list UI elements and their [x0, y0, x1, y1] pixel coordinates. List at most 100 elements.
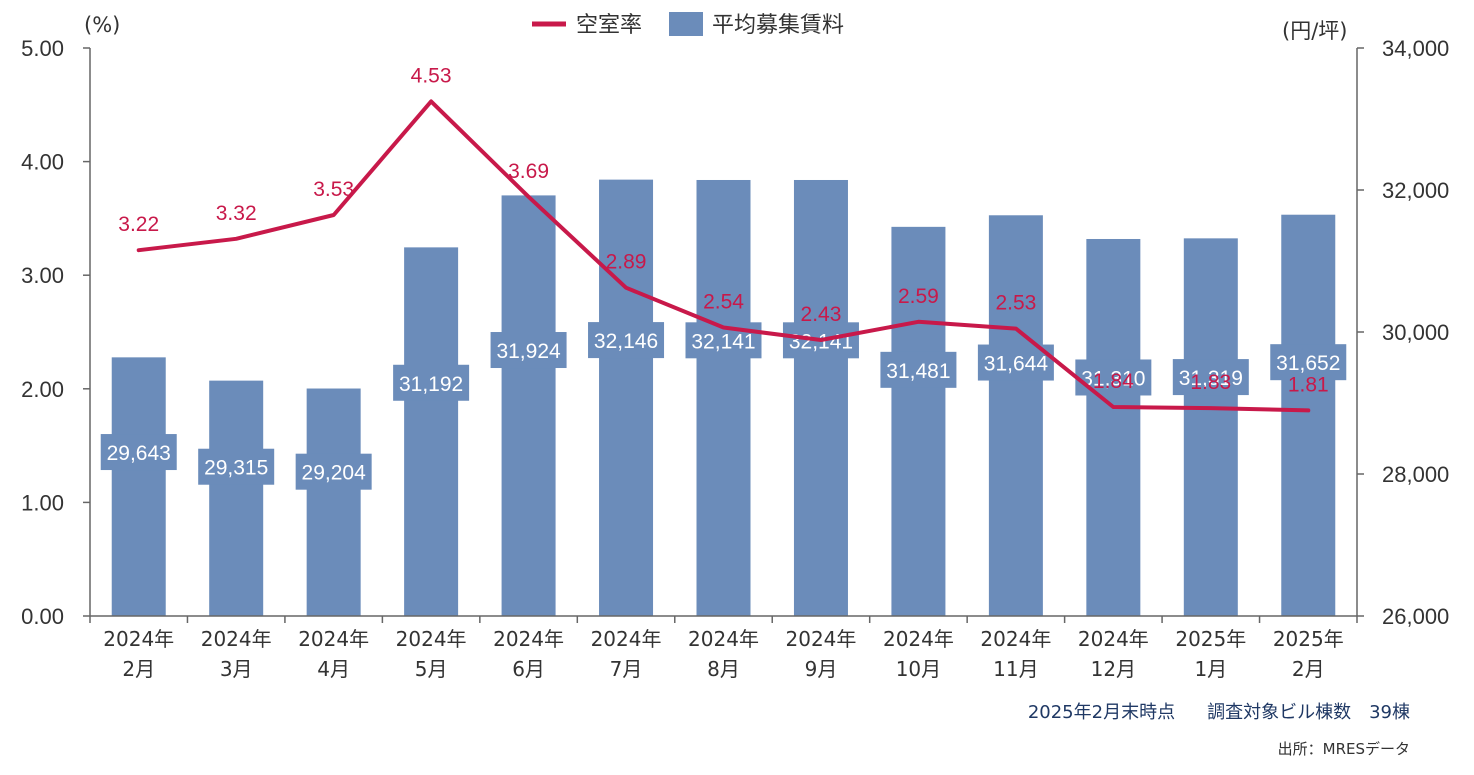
rent-label: 29,204	[295, 453, 372, 490]
x-category-year: 2025年	[1273, 627, 1344, 651]
rent-bar	[306, 388, 361, 616]
right-tick-label: 34,000	[1382, 36, 1449, 61]
vacancy-rate-line	[136, 99, 1311, 413]
vacancy-value-label: 3.32	[216, 202, 257, 225]
rent-bar	[1086, 238, 1141, 617]
left-tick-label: 0.00	[21, 604, 64, 629]
vacancy-value-label: 3.22	[118, 213, 159, 236]
axes-group: 0.00 1.00 2.00 3.00 4.00 5.00 26,000 28,000 30,0…	[21, 36, 1449, 629]
x-category-month: 2月	[122, 657, 155, 681]
vacancy-value-label: 2.89	[606, 251, 647, 274]
right-axis-unit: (円/坪)	[1282, 19, 1347, 43]
legend-label-rent: 平均募集賃料	[712, 13, 844, 38]
rent-bar	[793, 179, 848, 616]
vacancy-value-label: 4.53	[411, 64, 452, 87]
vacancy-labels-group: 3.22 3.32 3.53 4.53 3.69 2.89 2.54 2.43 2.59 2.53…	[118, 64, 1328, 396]
survey-note: 2025年2月末時点 調査対象ビル棟数 39棟	[1028, 698, 1410, 724]
rent-label: 31,652	[1270, 344, 1347, 381]
x-category-year: 2024年	[396, 627, 467, 651]
rent-label-bg	[1270, 344, 1347, 381]
x-category-year: 2024年	[1078, 627, 1149, 651]
rent-value-label: 32,141	[691, 330, 755, 353]
x-category-month: 7月	[610, 657, 643, 681]
x-category-month: 11月	[993, 657, 1038, 681]
rent-label-bg	[880, 351, 957, 388]
x-category-month: 6月	[512, 657, 545, 681]
vacancy-value-label: 3.53	[313, 178, 354, 201]
x-axis-labels-group: 2024年 2月 2024年 3月 2024年 4月 2024年 5月 2024年 6月 2024年…	[103, 627, 1343, 681]
rent-label-bg	[198, 448, 275, 485]
left-tick-label: 5.00	[21, 36, 64, 61]
x-category-year: 2024年	[883, 627, 954, 651]
right-tick-label: 32,000	[1382, 178, 1449, 203]
x-category-year: 2024年	[688, 627, 759, 651]
rent-bar	[696, 179, 751, 616]
rent-label-bg	[1075, 359, 1152, 396]
rent-value-label: 29,315	[204, 457, 268, 480]
x-category-year: 2024年	[201, 627, 272, 651]
legend: 空室率 平均募集賃料	[532, 12, 844, 38]
x-category-year: 2024年	[298, 627, 369, 651]
right-tick-label: 28,000	[1382, 462, 1449, 487]
legend-bar-swatch	[669, 12, 703, 36]
rent-bar	[988, 215, 1043, 616]
vacancy-value-label: 2.59	[898, 285, 939, 308]
x-category-month: 9月	[805, 657, 838, 681]
vacancy-value-label: 2.53	[995, 292, 1036, 315]
x-category-month: 4月	[317, 657, 350, 681]
x-category-year: 2024年	[980, 627, 1051, 651]
as-of-note: 2025年2月末時点	[1027, 702, 1176, 723]
left-tick-label: 1.00	[21, 490, 64, 515]
vacancy-value-label: 1.81	[1288, 373, 1329, 396]
vacancy-line-group	[136, 99, 1311, 413]
rent-value-label: 31,652	[1276, 352, 1340, 375]
rent-bar	[599, 179, 654, 616]
x-category-month: 1月	[1194, 657, 1227, 681]
x-category-year: 2024年	[103, 627, 174, 651]
x-category-month: 2月	[1292, 657, 1325, 681]
bars-group	[111, 179, 1336, 617]
vacancy-value-label: 2.54	[703, 290, 744, 313]
rent-label-bg	[295, 453, 372, 490]
rent-label: 31,924	[490, 332, 567, 369]
rent-label: 31,310	[1075, 359, 1152, 396]
right-tick-label: 30,000	[1382, 320, 1449, 345]
rent-label-bg	[100, 434, 177, 471]
rent-bar	[501, 195, 556, 616]
rent-bar	[111, 357, 166, 616]
rent-label: 31,319	[1172, 359, 1249, 396]
rent-label: 29,315	[198, 448, 275, 485]
x-category-year: 2025年	[1175, 627, 1246, 651]
x-category-month: 8月	[707, 657, 740, 681]
vacancy-value-label: 2.43	[801, 303, 842, 326]
x-category-month: 3月	[220, 657, 253, 681]
x-category-month: 12月	[1091, 657, 1136, 681]
rent-value-label: 31,924	[496, 340, 561, 363]
rent-label: 31,481	[880, 351, 957, 388]
left-tick-label: 2.00	[21, 377, 64, 402]
rent-value-label: 32,146	[594, 330, 658, 353]
source-note: 出所：MRESデータ	[1277, 740, 1410, 758]
vacancy-value-label: 3.69	[508, 160, 549, 183]
left-axis-unit: (%)	[84, 13, 120, 37]
rent-value-label: 31,481	[886, 360, 950, 383]
x-category-month: 10月	[896, 657, 941, 681]
rent-value-label: 31,319	[1179, 367, 1243, 390]
rent-labels-group: 29,643 29,315 29,204 31,192 31,924 32,146 32,1…	[100, 322, 1347, 490]
rent-label-bg	[1172, 359, 1249, 396]
rent-value-label: 31,192	[399, 373, 463, 396]
rent-value-label: 29,643	[107, 442, 171, 465]
x-category-month: 5月	[415, 657, 448, 681]
left-tick-label: 3.00	[21, 263, 64, 288]
left-tick-label: 4.00	[21, 150, 64, 175]
rent-bar	[209, 380, 264, 616]
rent-bar	[404, 247, 459, 617]
right-tick-label: 26,000	[1382, 604, 1449, 629]
rent-value-label: 29,204	[302, 462, 367, 485]
x-category-year: 2024年	[786, 627, 857, 651]
rent-bar	[891, 226, 946, 616]
rent-label-bg	[393, 364, 470, 401]
x-category-year: 2024年	[591, 627, 662, 651]
rent-value-label: 31,310	[1081, 367, 1145, 390]
